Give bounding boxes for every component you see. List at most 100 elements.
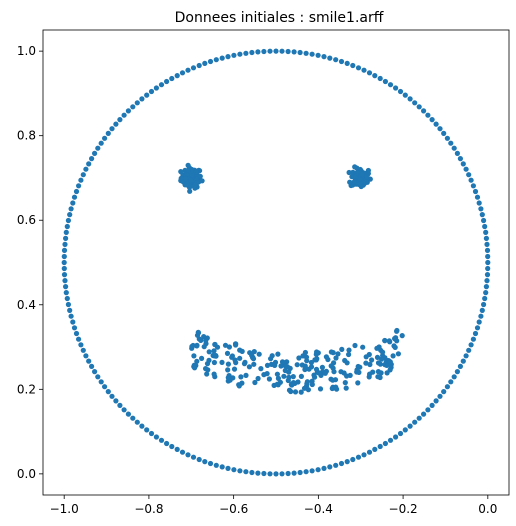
scatter-point: [68, 206, 74, 212]
scatter-point: [378, 370, 384, 376]
scatter-point: [199, 178, 205, 184]
scatter-point: [344, 459, 350, 465]
scatter-point: [194, 342, 200, 348]
scatter-point: [164, 440, 170, 447]
scatter-point: [64, 223, 70, 230]
scatter-point: [213, 462, 219, 468]
scatter-point: [437, 393, 443, 399]
scatter-point: [393, 434, 399, 440]
scatter-point: [178, 169, 184, 175]
scatter-point: [463, 166, 469, 172]
scatter-point: [261, 470, 267, 477]
scatter-point: [353, 173, 359, 179]
scatter-point: [194, 358, 200, 364]
scatter-point: [472, 188, 479, 195]
chart-title: Donnees initiales : smile1.arff: [175, 10, 384, 26]
scatter-point: [483, 235, 489, 241]
x-tick-label: −0.6: [219, 502, 248, 516]
scatter-point: [327, 464, 333, 470]
scatter-point: [399, 333, 405, 339]
scatter-point: [470, 183, 476, 189]
scatter-point: [67, 212, 73, 218]
scatter-point: [485, 253, 491, 260]
scatter-point: [279, 48, 285, 54]
scatter-point: [313, 357, 319, 363]
scatter-point: [61, 247, 68, 253]
scatter-point: [202, 60, 208, 66]
scatter-point: [367, 361, 373, 368]
y-tick-label: 0.2: [17, 382, 36, 396]
scatter-point: [382, 440, 388, 447]
scatter-point: [377, 361, 383, 367]
scatter-point: [68, 313, 74, 319]
scatter-point: [285, 470, 291, 477]
scatter-point: [304, 379, 310, 385]
scatter-point: [463, 353, 469, 359]
scatter-point: [65, 301, 71, 308]
scatter-point: [397, 430, 404, 437]
scatter-point: [251, 349, 257, 355]
scatter-point: [78, 177, 84, 183]
scatter-point: [243, 372, 249, 378]
scatter-point: [272, 362, 278, 368]
scatter-point: [125, 411, 131, 417]
scatter-point: [117, 117, 123, 123]
scatter-point: [266, 376, 272, 382]
scatter-point: [292, 389, 299, 395]
scatter-point: [460, 358, 466, 364]
scatter-point: [363, 360, 369, 366]
scatter-point: [470, 336, 476, 342]
scatter-point: [65, 217, 71, 224]
scatter-point: [225, 54, 231, 60]
data-points: [61, 48, 491, 477]
scatter-point: [355, 380, 361, 386]
scatter-point: [344, 60, 350, 66]
scatter-point: [416, 415, 422, 421]
scatter-point: [433, 398, 439, 404]
scatter-point: [281, 373, 287, 379]
scatter-point: [158, 437, 165, 443]
y-axis-ticks: 0.0 0.2 0.4 0.6 0.8 1.0: [17, 44, 43, 481]
scatter-point: [237, 51, 243, 57]
scatter-point: [188, 183, 194, 189]
scatter-point: [64, 295, 70, 302]
scatter-point: [390, 353, 396, 359]
scatter-point: [225, 361, 231, 367]
scatter-point: [130, 415, 136, 421]
scatter-point: [211, 371, 217, 377]
scatter-point: [309, 51, 315, 57]
scatter-point: [252, 379, 258, 386]
scatter-point: [296, 355, 302, 361]
scatter-point: [63, 235, 69, 241]
scatter-point: [472, 330, 479, 337]
scatter-point: [195, 329, 201, 335]
scatter-point: [207, 58, 214, 65]
scatter-point: [61, 259, 67, 266]
scatter-point: [185, 67, 191, 73]
scatter-point: [219, 464, 225, 470]
scatter-point: [333, 384, 339, 390]
scatter-point: [80, 172, 86, 178]
scatter-point: [366, 70, 373, 76]
scatter-point: [63, 290, 69, 296]
scatter-point: [297, 469, 303, 476]
x-tick-label: −1.0: [50, 502, 79, 516]
scatter-point: [483, 229, 489, 235]
scatter-point: [338, 460, 345, 467]
y-tick-label: 0.6: [17, 213, 36, 227]
scatter-point: [412, 100, 418, 106]
scatter-point: [379, 356, 385, 362]
scatter-point: [357, 181, 363, 187]
scatter-point: [330, 377, 336, 383]
scatter-point: [416, 104, 422, 110]
scatter-point: [441, 130, 447, 136]
scatter-point: [279, 471, 285, 477]
scatter-point: [71, 325, 78, 331]
scatter-point: [375, 374, 381, 380]
scatter-point: [185, 167, 191, 173]
scatter-point: [397, 88, 404, 95]
scatter-point: [92, 150, 98, 156]
scatter-point: [213, 352, 219, 359]
scatter-point: [481, 217, 487, 224]
